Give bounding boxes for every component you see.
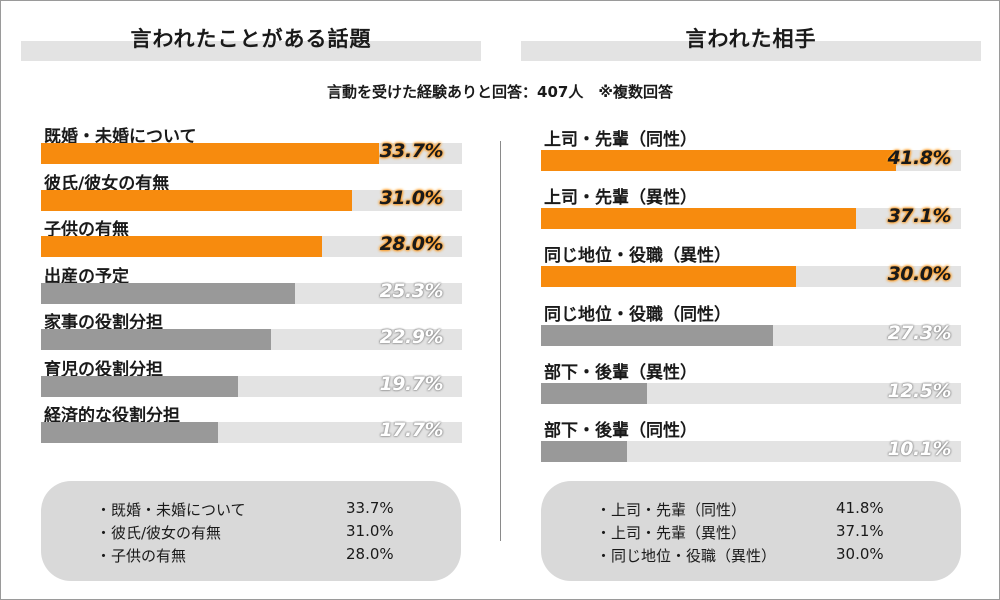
- topic-bar-value: 25.3%: [379, 279, 444, 302]
- topic-bar-value: 22.9%: [379, 326, 444, 348]
- topic-bar-label: 出産の予定: [44, 266, 129, 287]
- summary-row-value: 31.0%: [346, 522, 394, 540]
- summary-row: ・彼氏/彼女の有無 31.0%: [41, 522, 461, 544]
- counterpart-bar: [541, 150, 896, 171]
- summary-row: ・上司・先輩（同性） 41.8%: [541, 499, 961, 521]
- right-panel-title: 言われた相手: [685, 27, 817, 51]
- counterpart-bar-value: 10.1%: [887, 438, 952, 460]
- summary-row: ・上司・先輩（異性） 37.1%: [541, 522, 961, 544]
- counterpart-bar: [541, 266, 796, 288]
- summary-row-label: ・同じ地位・役職（異性）: [596, 547, 777, 565]
- counterpart-bar-label: 同じ地位・役職（同性）: [544, 304, 731, 325]
- summary-row-value: 30.0%: [836, 545, 884, 563]
- right-panel-title-bar: 言われた相手: [521, 27, 981, 61]
- counterpart-bar-value: 37.1%: [887, 205, 952, 228]
- counterpart-bar-label: 上司・先輩（異性）: [544, 188, 697, 209]
- counterpart-bar-value: 41.8%: [887, 147, 952, 169]
- left-panel-title-bar: 言われたことがある話題: [21, 27, 481, 61]
- left-panel-title: 言われたことがある話題: [130, 27, 372, 51]
- summary-row-label: ・彼氏/彼女の有無: [96, 524, 222, 542]
- topic-bar: [41, 375, 239, 397]
- counterpart-bar: [541, 208, 856, 230]
- counterpart-bar-label: 部下・後輩（異性）: [544, 362, 697, 383]
- counterpart-bar-value: 27.3%: [887, 321, 952, 344]
- summary-row-value: 41.8%: [836, 499, 884, 517]
- left-summary-box: ・既婚・未婚について 33.7% ・彼氏/彼女の有無 31.0% ・子供の有無 28.0%: [41, 481, 461, 581]
- topic-bar-label: 既婚・未婚について: [44, 127, 197, 147]
- topic-bar-label: 家事の役割分担: [44, 313, 163, 333]
- summary-row-value: 28.0%: [346, 545, 394, 563]
- topic-bar-label: 子供の有無: [44, 220, 129, 240]
- topic-bar-value: 17.7%: [379, 419, 444, 441]
- summary-row-label: ・上司・先輩（異性）: [596, 524, 747, 542]
- counterpart-bar: [541, 441, 627, 462]
- summary-row-value: 33.7%: [346, 499, 394, 517]
- right-summary-box: ・上司・先輩（同性） 41.8% ・上司・先輩（異性） 37.1% ・同じ地位・役職（異…: [541, 481, 961, 581]
- counterpart-bar: [541, 324, 773, 346]
- summary-row: ・同じ地位・役職（異性） 30.0%: [541, 545, 961, 567]
- topic-bar: [41, 189, 352, 211]
- counterpart-bar-track: [541, 441, 961, 462]
- summary-row-value: 37.1%: [836, 522, 884, 540]
- panel-divider: [500, 141, 501, 541]
- topic-bar-label: 育児の役割分担: [44, 359, 163, 380]
- topic-bar: [41, 282, 295, 304]
- counterpart-bar-label: 上司・先輩（同性）: [544, 130, 697, 150]
- topic-bar-value: 31.0%: [379, 186, 444, 209]
- topic-bar: [41, 143, 379, 164]
- topic-bar-label: 彼氏/彼女の有無: [44, 173, 170, 194]
- counterpart-bar: [541, 382, 648, 404]
- summary-row-label: ・上司・先輩（同性）: [596, 501, 747, 519]
- topic-bar: [41, 236, 322, 257]
- counterpart-bar-label: 部下・後輩（同性）: [544, 421, 697, 441]
- counterpart-bar-value: 30.0%: [887, 263, 952, 286]
- summary-row-label: ・既婚・未婚について: [96, 501, 246, 519]
- topic-bar-label: 経済的な役割分担: [44, 406, 180, 426]
- topic-bar: [41, 422, 219, 443]
- summary-row: ・既婚・未婚について 33.7%: [41, 499, 461, 521]
- summary-row: ・子供の有無 28.0%: [41, 545, 461, 567]
- summary-row-label: ・子供の有無: [96, 547, 187, 565]
- topic-bar-value: 28.0%: [379, 233, 444, 255]
- topic-bar-value: 19.7%: [379, 372, 444, 395]
- counterpart-bar-value: 12.5%: [887, 379, 952, 402]
- topic-bar-value: 33.7%: [379, 140, 444, 162]
- counterpart-bar-label: 同じ地位・役職（異性）: [544, 246, 731, 267]
- topic-bar: [41, 329, 271, 350]
- survey-subtitle: 言動を受けた経験ありと回答：407人 ※複数回答: [327, 83, 673, 101]
